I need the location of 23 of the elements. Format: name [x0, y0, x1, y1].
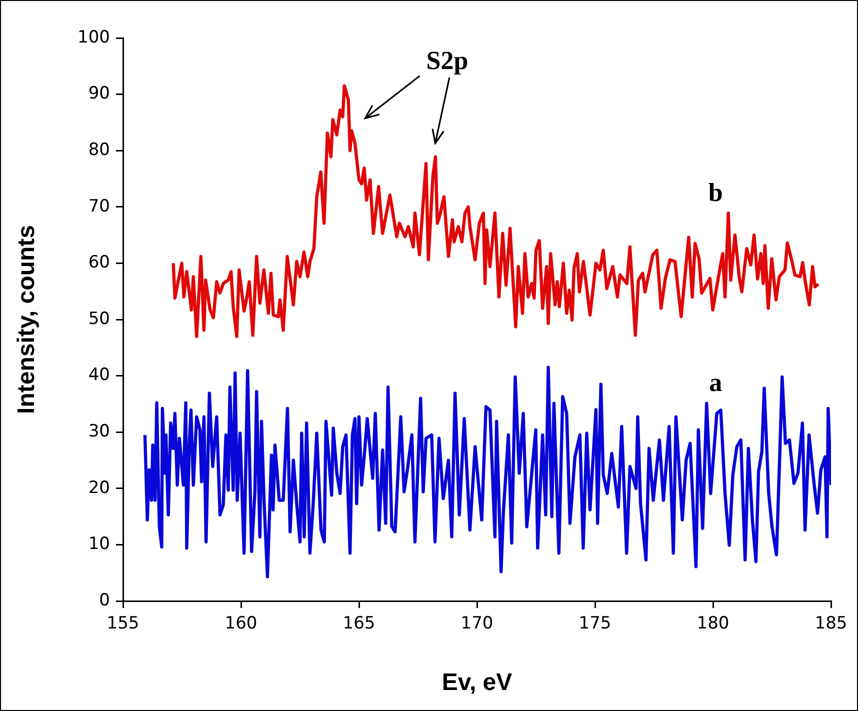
y-tick-label: 20	[88, 478, 110, 498]
x-axis-title: Ev, eV	[442, 669, 512, 696]
y-tick-label: 40	[88, 365, 110, 386]
y-tick-label: 100	[78, 27, 110, 48]
y-tick-label: 10	[88, 534, 110, 554]
annotation: S2p	[426, 46, 468, 75]
series-label: b	[708, 178, 723, 207]
y-tick-label: 0	[99, 590, 110, 610]
x-tick-label: 185	[814, 614, 848, 634]
y-tick-label: 50	[88, 308, 110, 329]
y-axis-title: Intensity, counts	[13, 225, 40, 414]
y-tick-label: 30	[88, 422, 110, 442]
y-tick-label: 90	[88, 84, 110, 104]
y-tick-label: 60	[88, 252, 110, 273]
y-tick-label: 70	[88, 196, 110, 216]
x-tick-label: 165	[342, 614, 376, 634]
x-tick-label: 170	[460, 614, 494, 634]
x-tick-label: 180	[696, 614, 730, 634]
series-label: a	[709, 368, 722, 398]
y-tick-label: 80	[88, 140, 110, 160]
x-tick-label: 160	[224, 614, 258, 634]
x-tick-label: 175	[578, 614, 612, 634]
x-tick-label: 155	[106, 614, 140, 634]
